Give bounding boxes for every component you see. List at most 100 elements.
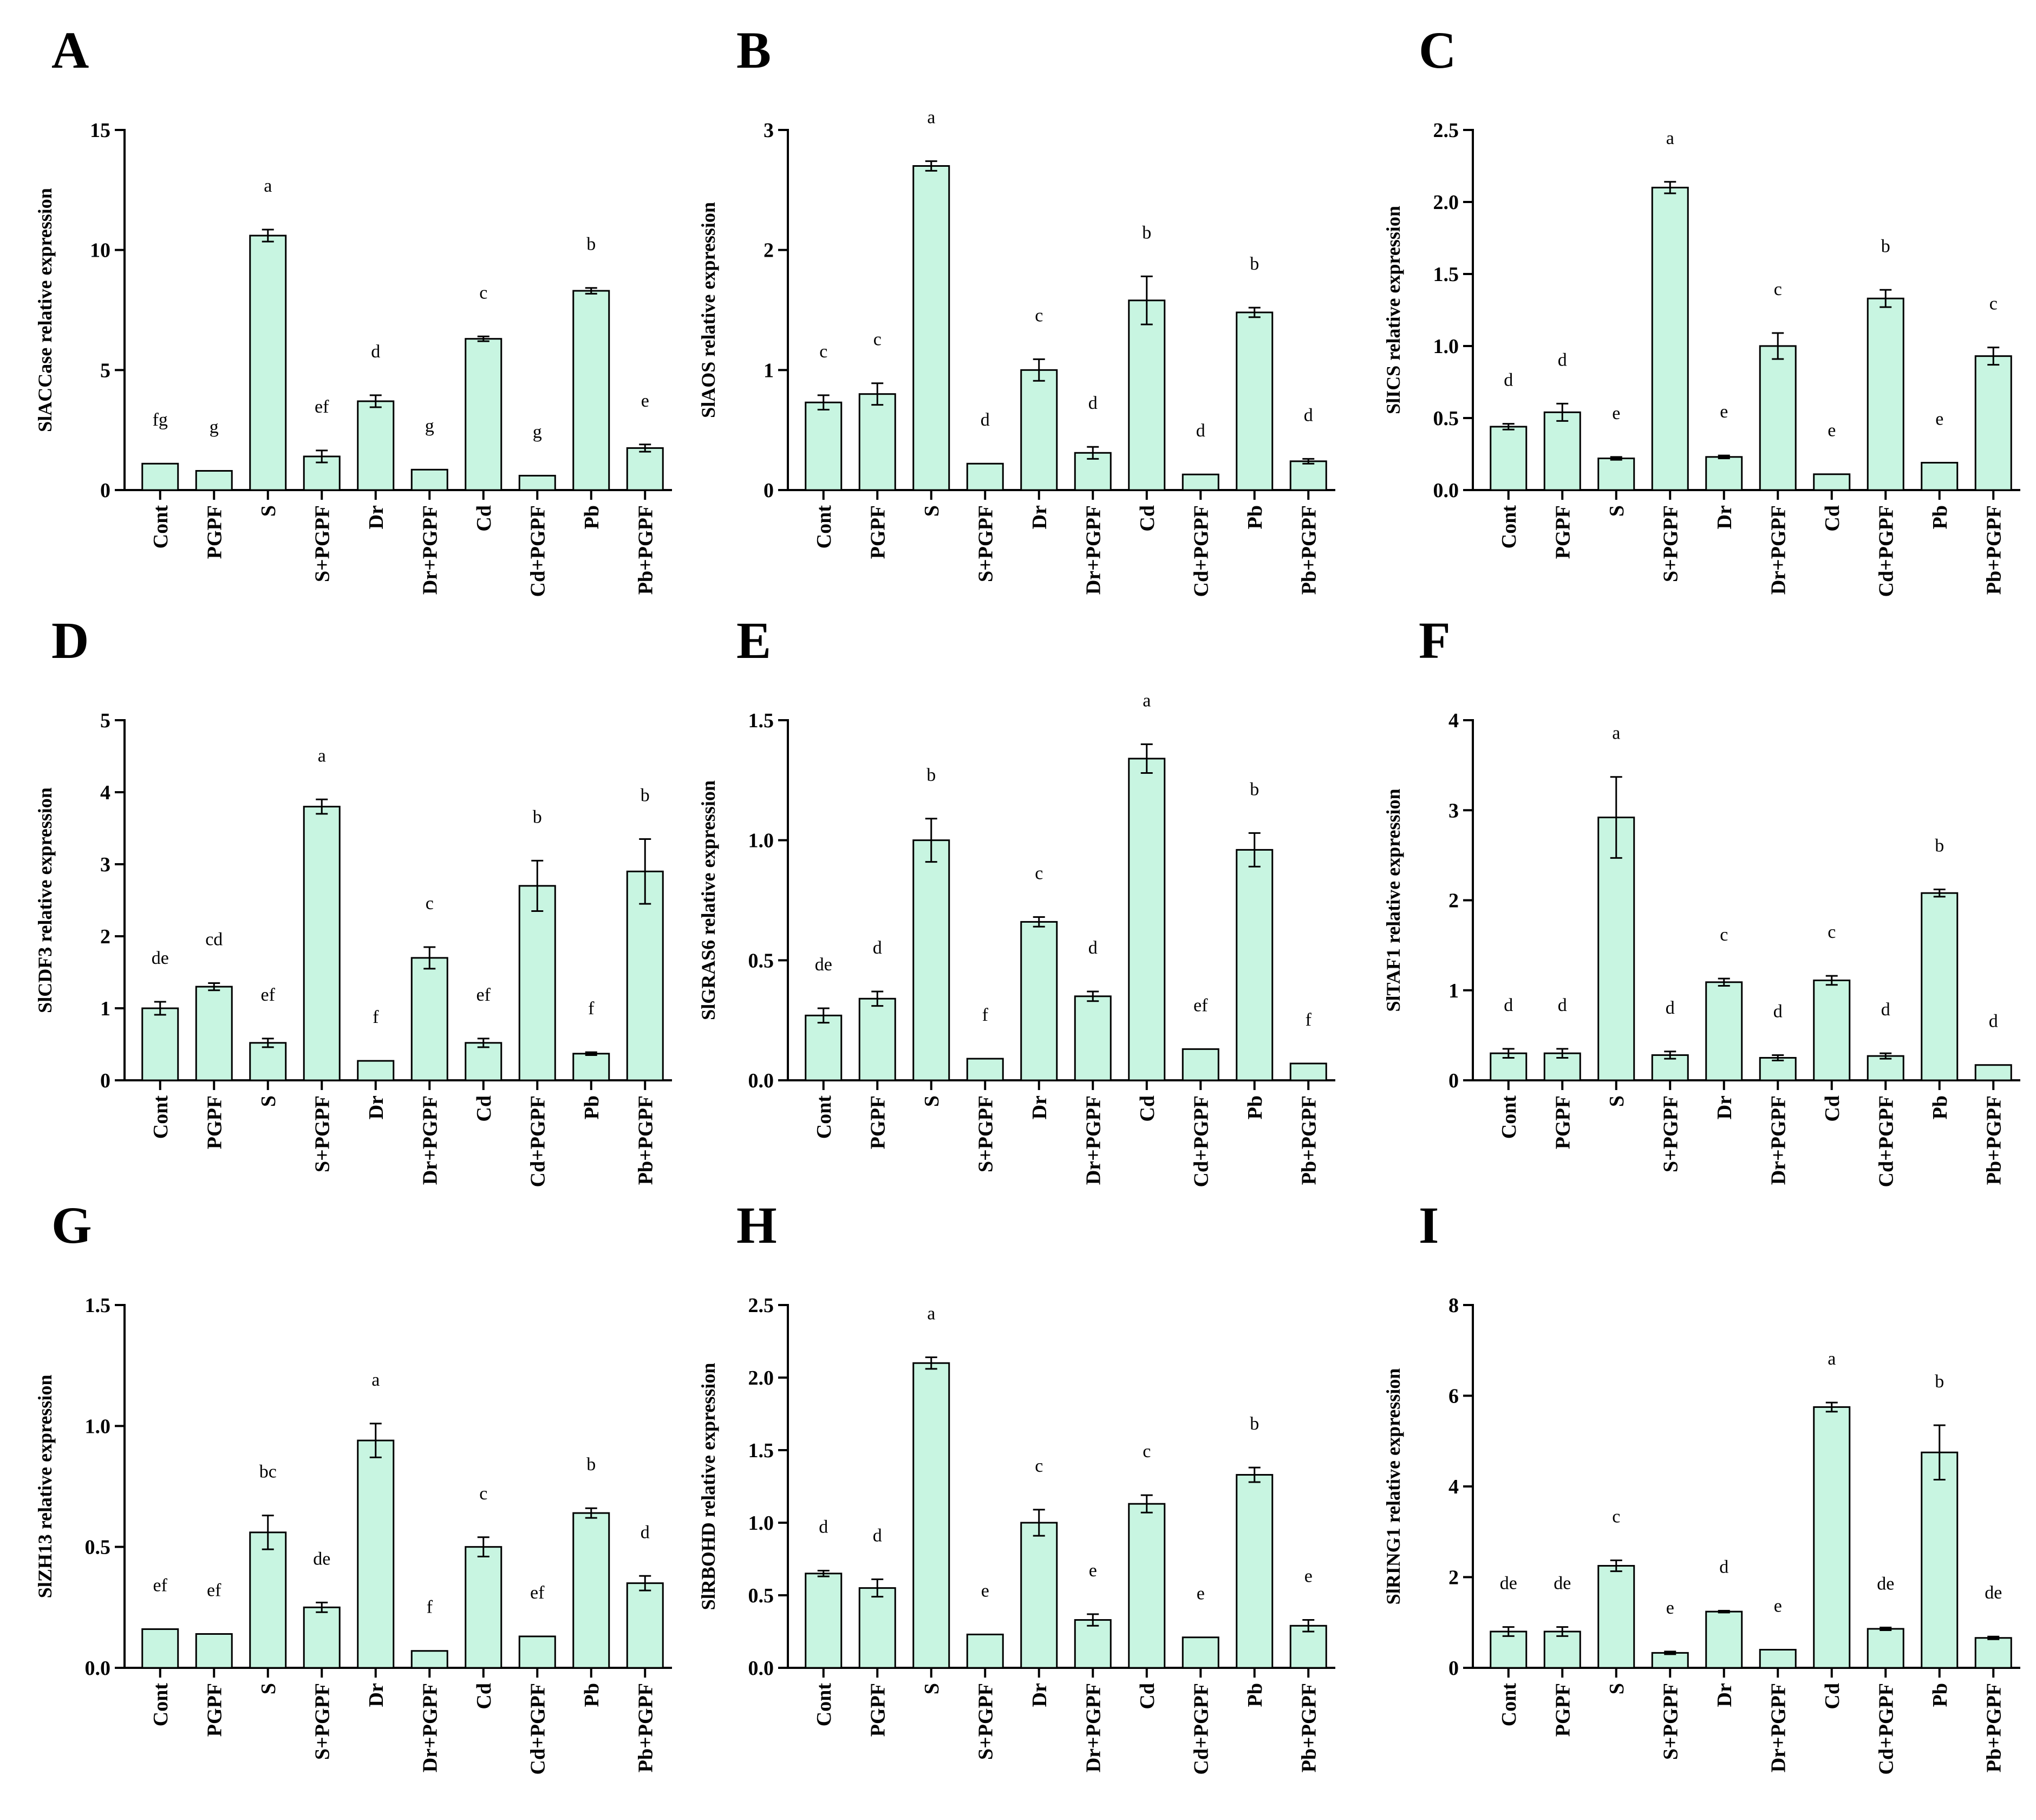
bar-cd-plus-pgpf xyxy=(1182,473,1219,491)
bar-cd xyxy=(465,338,503,491)
y-tick-label: 1.5 xyxy=(85,1294,111,1317)
category-label: Dr xyxy=(1028,1683,1051,1707)
bar-pb-plus-pgpf xyxy=(1974,1064,2012,1081)
y-tick-label: 5 xyxy=(100,359,110,382)
category-label: Dr xyxy=(1028,1095,1051,1119)
y-tick-label: 4 xyxy=(1448,709,1459,732)
bar-cont xyxy=(141,1007,179,1081)
panel-letter: F xyxy=(1419,611,1451,669)
category-label: Dr+PGPF xyxy=(419,505,441,595)
significance-label: b xyxy=(533,807,542,827)
category-label: S+PGPF xyxy=(974,505,997,582)
significance-label: g xyxy=(425,416,434,436)
y-tick-label: 0.5 xyxy=(748,1584,774,1607)
bar-pgpf xyxy=(1543,411,1581,491)
y-tick-label: 4 xyxy=(1448,1476,1459,1498)
category-label: Cd xyxy=(1136,505,1159,532)
significance-label: d xyxy=(1719,1557,1728,1577)
y-tick-label: 2.5 xyxy=(1433,119,1459,142)
significance-label: e xyxy=(981,1581,989,1601)
panel-letter: H xyxy=(736,1196,777,1254)
y-tick-label: 1.0 xyxy=(748,1512,774,1535)
significance-label: a xyxy=(1828,1349,1836,1369)
significance-label: e xyxy=(1828,421,1836,441)
chart-panel-h: H 0.0 0.5 1.0 1.5 2.0 2.5 SlRBOHD relative expr… xyxy=(697,1196,1335,1775)
category-label: Cd xyxy=(1136,1095,1159,1122)
bar-s xyxy=(1597,1565,1635,1669)
bar-cont xyxy=(805,1014,843,1081)
category-label: Cd+PGPF xyxy=(1190,1095,1212,1187)
bar-cd xyxy=(1128,758,1166,1081)
y-tick-label: 0.0 xyxy=(748,1657,774,1680)
category-label: S xyxy=(921,1683,943,1694)
category-label: S xyxy=(921,1095,943,1107)
bar-pgpf xyxy=(858,393,896,491)
panel-letter: G xyxy=(51,1196,92,1254)
y-tick-label: 4 xyxy=(100,781,110,804)
bar-pb xyxy=(572,290,610,491)
significance-label: d xyxy=(1881,1000,1890,1020)
category-label: PGPF xyxy=(1551,1095,1574,1149)
bar-dr xyxy=(357,1439,395,1669)
bar-cd xyxy=(1128,1503,1166,1669)
bar-pb xyxy=(572,1053,610,1081)
bar-pgpf xyxy=(1543,1630,1581,1669)
category-label: PGPF xyxy=(1551,1683,1574,1737)
significance-label: ef xyxy=(315,397,329,417)
bar-s xyxy=(912,165,950,491)
y-axis-label: SlICS relative expression xyxy=(1382,206,1404,414)
chart-panel-d: D 0 1 2 3 4 5 SlCDF3 relative expression de Cont c… xyxy=(34,611,672,1187)
y-tick-label: 1.0 xyxy=(1433,335,1459,358)
bar-s-plus-pgpf xyxy=(303,1606,341,1669)
significance-label: e xyxy=(1612,403,1620,423)
category-label: S+PGPF xyxy=(974,1683,997,1760)
significance-label: a xyxy=(371,1370,380,1390)
significance-label: c xyxy=(819,342,827,362)
category-label: Cd+PGPF xyxy=(1190,1683,1212,1775)
category-label: Cont xyxy=(1498,1683,1521,1727)
significance-label: f xyxy=(588,999,595,1019)
bar-pb xyxy=(1921,1451,1959,1669)
category-label: Pb xyxy=(580,505,603,529)
category-label: Dr xyxy=(1713,505,1736,529)
y-tick-label: 0.0 xyxy=(85,1657,111,1680)
significance-label: c xyxy=(1035,1456,1043,1476)
category-label: Dr+PGPF xyxy=(1767,505,1790,595)
category-label: S xyxy=(921,505,943,517)
y-tick-label: 1.5 xyxy=(748,709,774,732)
category-label: Cont xyxy=(1498,505,1521,549)
panel-letter: A xyxy=(51,21,89,79)
bar-pb-plus-pgpf xyxy=(1974,355,2012,491)
chart-panel-b: B 0 1 2 3 SlAOS relative expression c Cont c PGPF… xyxy=(697,21,1335,597)
bar-cd-plus-pgpf xyxy=(1182,1636,1219,1669)
y-tick-label: 0.0 xyxy=(748,1069,774,1092)
category-label: S+PGPF xyxy=(1659,1095,1682,1172)
bar-cont xyxy=(805,401,843,491)
significance-label: g xyxy=(533,422,542,442)
bar-pb-plus-pgpf xyxy=(1974,1637,2012,1669)
significance-label: d xyxy=(641,1522,650,1542)
significance-label: f xyxy=(373,1007,379,1027)
y-axis-label: SlACCase relative expression xyxy=(34,188,56,432)
significance-label: f xyxy=(427,1597,433,1617)
significance-label: b xyxy=(586,1454,596,1475)
category-label: Dr+PGPF xyxy=(419,1095,441,1185)
category-label: S+PGPF xyxy=(311,505,334,582)
category-label: Pb xyxy=(580,1095,603,1119)
bar-pb-plus-pgpf xyxy=(626,1582,664,1669)
significance-label: b xyxy=(1250,254,1259,274)
bar-cont xyxy=(1490,426,1528,491)
category-label: Cd+PGPF xyxy=(1190,505,1212,597)
category-label: Dr+PGPF xyxy=(419,1683,441,1772)
category-label: Cd xyxy=(473,1683,495,1710)
significance-label: b xyxy=(586,234,596,255)
y-tick-label: 1.5 xyxy=(1433,263,1459,286)
bar-cd xyxy=(465,1546,503,1669)
significance-label: c xyxy=(479,283,487,303)
significance-label: a xyxy=(1143,690,1151,710)
significance-label: d xyxy=(1989,1012,1998,1032)
significance-label: d xyxy=(819,1517,828,1537)
bar-s-plus-pgpf xyxy=(303,806,341,1081)
y-tick-label: 3 xyxy=(764,119,774,142)
